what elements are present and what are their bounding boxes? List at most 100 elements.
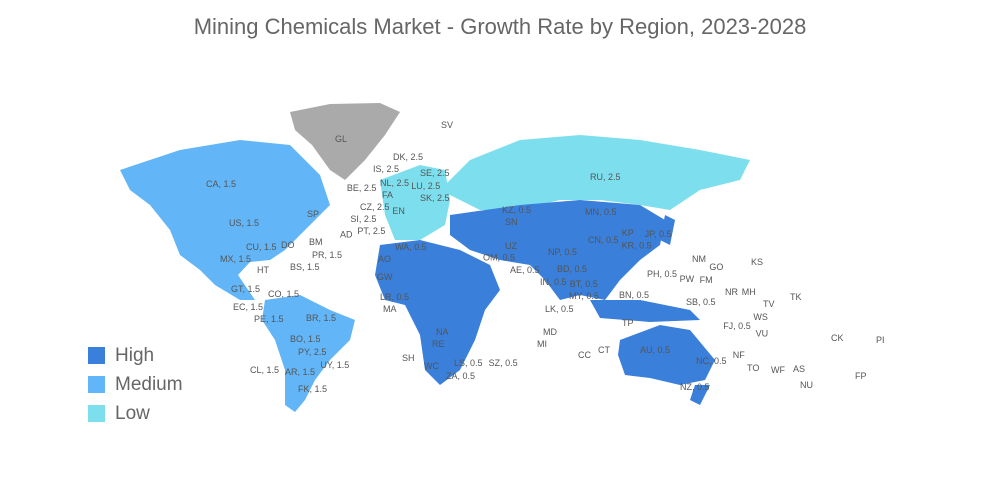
legend-item-high[interactable]: High — [88, 341, 183, 370]
region-label: NP, 0.5 — [548, 247, 577, 257]
region-label: CZ, 2.5 — [360, 202, 390, 212]
region-label: JP, 0.5 — [645, 229, 672, 239]
region-label: BN, 0.5 — [619, 290, 649, 300]
region-label: AE, 0.5 — [510, 265, 540, 275]
legend-item-low[interactable]: Low — [88, 399, 183, 428]
region-label: IS, 2.5 — [373, 164, 399, 174]
region-label: KP — [622, 228, 634, 238]
region-label: CK — [831, 333, 844, 343]
region-south-america[interactable] — [262, 295, 355, 412]
region-russia[interactable] — [440, 135, 750, 210]
region-indonesia[interactable] — [590, 300, 700, 322]
region-label: WF — [771, 365, 785, 375]
region-label: BO, 1.5 — [290, 334, 321, 344]
region-label: MI — [537, 339, 547, 349]
region-label: SH — [402, 353, 415, 363]
region-label: GL — [335, 134, 347, 144]
region-label: CL, 1.5 — [250, 365, 279, 375]
region-label: GW — [377, 272, 393, 282]
region-label: KR, 0.5 — [622, 241, 652, 251]
region-label: TV — [763, 299, 775, 309]
region-label: MD — [543, 327, 557, 337]
region-asia[interactable] — [450, 200, 665, 300]
region-label: BT, 0.5 — [570, 279, 598, 289]
region-label: MH — [742, 287, 756, 297]
region-africa[interactable] — [375, 240, 500, 385]
legend: High Medium Low — [88, 341, 183, 428]
region-label: FP — [855, 371, 867, 381]
region-label: TO — [747, 363, 759, 373]
region-label: CO, 1.5 — [268, 289, 299, 299]
region-label: FM — [700, 275, 713, 285]
region-label: SB, 0.5 — [686, 297, 716, 307]
chart-title: Mining Chemicals Market - Growth Rate by… — [193, 14, 807, 39]
region-label: EC, 1.5 — [233, 302, 263, 312]
region-label: PW — [680, 274, 695, 284]
region-label: SI, 2.5 — [350, 214, 376, 224]
region-label: AR, 1.5 — [285, 367, 315, 377]
region-label: PE, 1.5 — [254, 314, 284, 324]
region-label: OM, 0.5 — [483, 253, 515, 263]
region-label: IN, 0.5 — [540, 277, 567, 287]
region-label: CN, 0.5 — [588, 235, 619, 245]
region-label: BM — [309, 237, 323, 247]
region-label: PY, 2.5 — [298, 347, 326, 357]
region-label: LU, 2.5 — [411, 181, 440, 191]
legend-label: High — [115, 344, 155, 366]
region-label: MN, 0.5 — [585, 207, 617, 217]
region-label: AO — [378, 254, 391, 264]
region-label: RE — [432, 339, 445, 349]
region-japan[interactable] — [660, 215, 675, 245]
legend-item-medium[interactable]: Medium — [88, 370, 183, 399]
region-label: EN — [392, 206, 405, 216]
legend-label: Medium — [115, 373, 183, 395]
region-label: BR, 1.5 — [306, 313, 336, 323]
region-label: FJ, 0.5 — [723, 321, 751, 331]
region-label: WS — [753, 312, 768, 322]
region-label: LR, 0.5 — [380, 292, 409, 302]
region-label: SZ, 0.5 — [489, 358, 518, 368]
region-label: NZ, 0.5 — [680, 382, 710, 392]
region-label: NL, 2.5 — [380, 178, 409, 188]
region-label: VU — [756, 329, 769, 339]
region-label: MA — [383, 304, 397, 314]
region-label: WA, 0.5 — [395, 242, 427, 252]
region-label: AU, 0.5 — [640, 345, 670, 355]
region-label: PI — [876, 335, 885, 345]
region-label: DO — [281, 240, 295, 250]
region-label: PH, 0.5 — [647, 269, 677, 279]
region-label: PT, 2.5 — [357, 226, 385, 236]
region-label: GT, 1.5 — [231, 284, 260, 294]
region-australia[interactable] — [618, 325, 715, 385]
region-label: DK, 2.5 — [393, 152, 423, 162]
region-label: US, 1.5 — [229, 218, 259, 228]
region-label: UZ — [505, 241, 517, 251]
region-label: NU — [800, 380, 813, 390]
region-label: CA, 1.5 — [206, 179, 236, 189]
region-label: TK — [790, 292, 802, 302]
region-label: FK, 1.5 — [298, 384, 327, 394]
region-label: KS — [751, 257, 763, 267]
region-label: ZA, 0.5 — [446, 371, 475, 381]
region-label: NA — [436, 327, 449, 337]
region-label: BD, 0.5 — [557, 264, 587, 274]
region-label: NR — [725, 287, 738, 297]
region-europe[interactable] — [380, 165, 450, 240]
region-label: UY, 1.5 — [320, 360, 349, 370]
region-new-zealand[interactable] — [690, 385, 710, 405]
region-label: NC, 0.5 — [696, 356, 727, 366]
region-label: GO — [709, 262, 723, 272]
region-label: SN — [505, 217, 518, 227]
region-label: SK, 2.5 — [420, 193, 450, 203]
region-label: RU, 2.5 — [590, 172, 621, 182]
region-label: BS, 1.5 — [290, 262, 320, 272]
region-north-america[interactable] — [120, 140, 330, 300]
region-label: LK, 0.5 — [545, 304, 574, 314]
region-label: CU, 1.5 — [246, 242, 277, 252]
region-label: SE, 2.5 — [420, 168, 450, 178]
region-label: CC — [578, 350, 591, 360]
region-label: NF — [733, 350, 745, 360]
region-label: MX, 1.5 — [220, 254, 251, 264]
region-greenland[interactable] — [290, 103, 400, 180]
